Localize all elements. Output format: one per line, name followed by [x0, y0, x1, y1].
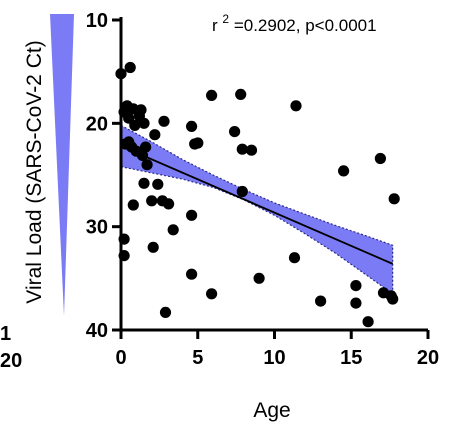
left-fragment-2: 20	[0, 350, 22, 372]
r-exponent: 2	[222, 12, 229, 26]
data-point	[288, 252, 301, 264]
confidence-band	[120, 124, 394, 295]
data-points	[115, 61, 400, 328]
y-ticks: 10 20 30 40	[86, 10, 121, 342]
y-tick-label: 30	[86, 217, 108, 239]
y-tick-label: 10	[86, 10, 108, 32]
left-fragment-1: 1	[0, 323, 11, 345]
x-tick-label: 10	[263, 347, 285, 369]
x-ticks: 0 5 10 15 20	[115, 330, 439, 369]
data-point	[141, 159, 153, 171]
y-axis-title: Viral Load (SARS-CoV-2 Ct)	[23, 40, 46, 303]
x-tick-label: 0	[115, 347, 126, 369]
y-tick-label: 40	[86, 320, 108, 342]
data-point	[136, 149, 149, 161]
data-point	[163, 198, 175, 210]
data-point	[290, 100, 302, 112]
data-point	[388, 193, 400, 205]
data-point	[206, 89, 218, 101]
data-point	[127, 199, 139, 211]
y-tick-label: 20	[86, 113, 108, 135]
data-point	[123, 136, 135, 148]
x-tick-label: 15	[340, 347, 362, 369]
data-point	[186, 120, 198, 132]
data-point	[124, 61, 136, 74]
data-point	[235, 88, 247, 100]
r-symbol: r	[212, 16, 218, 35]
data-point	[338, 165, 350, 177]
data-point	[149, 129, 161, 141]
regression-annotation: r 2 =0.2902, p<0.0001	[212, 8, 377, 35]
data-point	[146, 195, 158, 207]
data-point	[350, 280, 362, 292]
data-point	[186, 268, 198, 280]
data-point	[192, 137, 204, 149]
left-gradient-wedge	[50, 14, 74, 316]
data-point	[236, 185, 248, 198]
data-point	[186, 209, 198, 221]
data-point	[245, 144, 258, 156]
data-point	[138, 117, 150, 129]
data-point	[147, 241, 159, 253]
r-value: =0.2902, p<0.0001	[234, 16, 377, 35]
data-point	[253, 272, 265, 284]
data-point	[158, 115, 170, 127]
data-point	[350, 297, 362, 309]
x-tick-label: 20	[417, 347, 439, 369]
x-tick-label: 5	[192, 347, 203, 369]
x-axis-title: Age	[253, 399, 290, 422]
data-point	[152, 178, 164, 190]
data-point	[129, 119, 141, 131]
data-point	[138, 177, 150, 189]
data-point	[229, 126, 241, 138]
data-point	[362, 316, 374, 328]
data-point	[159, 306, 172, 318]
regression-line	[120, 145, 394, 265]
data-point	[315, 295, 327, 307]
data-point	[236, 143, 248, 155]
data-point	[167, 224, 179, 236]
data-point	[374, 152, 386, 165]
data-point	[206, 288, 218, 300]
data-point	[387, 293, 399, 305]
